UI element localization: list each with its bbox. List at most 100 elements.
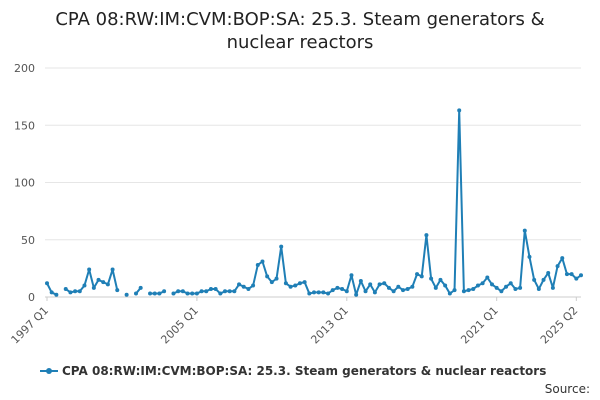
data-point [124, 292, 129, 297]
data-point [162, 289, 167, 294]
data-point [283, 281, 288, 286]
data-point [293, 283, 298, 288]
data-point [49, 290, 54, 295]
data-point [110, 267, 115, 272]
data-point [330, 288, 335, 293]
data-point [513, 286, 518, 291]
data-point [410, 284, 415, 289]
data-point [536, 286, 541, 291]
data-point [419, 274, 424, 279]
data-point [452, 288, 457, 293]
data-point [335, 285, 340, 290]
series-line [173, 109, 582, 296]
data-point [466, 288, 471, 293]
data-point [241, 284, 246, 289]
data-point [208, 286, 213, 291]
data-point [504, 284, 509, 289]
data-point [344, 289, 349, 294]
data-point [115, 288, 120, 293]
data-point [433, 285, 438, 290]
data-point [316, 290, 321, 295]
data-point [368, 282, 373, 287]
source-label: Source: [544, 382, 590, 396]
data-point [101, 280, 106, 285]
data-point [541, 277, 546, 282]
data-point [555, 264, 560, 269]
data-point [443, 283, 448, 288]
data-point [194, 291, 199, 296]
data-point [87, 267, 92, 272]
data-point [237, 282, 242, 287]
data-point [274, 276, 279, 281]
legend-dot [46, 368, 52, 374]
data-point [550, 285, 555, 290]
data-point [246, 286, 251, 291]
series-line [150, 290, 165, 295]
data-point [429, 276, 434, 281]
legend[interactable]: CPA 08:RW:IM:CVM:BOP:SA: 25.3. Steam gen… [40, 364, 546, 378]
data-point [527, 254, 532, 259]
y-tick-label-50: 50 [21, 234, 35, 247]
data-point [522, 228, 527, 233]
data-point [569, 272, 574, 277]
data-point [358, 278, 363, 283]
data-point [424, 233, 429, 238]
data-point [490, 282, 494, 287]
data-point [475, 283, 480, 288]
data-point [499, 289, 504, 294]
data-point [312, 290, 316, 295]
data-point [564, 272, 569, 277]
data-point [546, 270, 551, 275]
data-point [480, 281, 485, 286]
data-point [45, 281, 49, 286]
data-point [218, 291, 223, 296]
data-point [508, 281, 513, 286]
data-point [494, 285, 499, 290]
data-point [190, 291, 195, 296]
data-point [180, 289, 185, 294]
data-point [461, 289, 466, 294]
data-point [405, 286, 410, 291]
data-point [171, 291, 176, 296]
data-point [518, 285, 523, 290]
data-point [386, 285, 391, 290]
data-point [485, 275, 490, 280]
y-tick-label-150: 150 [14, 119, 35, 132]
data-point [415, 272, 420, 277]
data-point [63, 286, 68, 291]
data-point [354, 292, 359, 297]
data-point [340, 286, 345, 291]
y-tick-label-0: 0 [28, 291, 35, 304]
x-tick-label-2: 2013 Q1 [308, 304, 351, 347]
x-tick-label-4: 2025 Q2 [538, 304, 581, 347]
data-point [213, 286, 218, 291]
y-tick-label-200: 200 [14, 62, 35, 75]
data-point [269, 280, 274, 285]
data-point [138, 285, 143, 290]
data-point [457, 108, 462, 113]
data-point [134, 291, 138, 296]
data-point [185, 291, 190, 296]
data-point [152, 291, 157, 296]
x-tick-label-0: 1997 Q1 [9, 304, 52, 347]
chart-title: CPA 08:RW:IM:CVM:BOP:SA: 25.3. Steam gen… [0, 8, 600, 54]
data-point [279, 244, 284, 249]
data-point [82, 283, 87, 288]
data-point [96, 277, 101, 282]
data-point [363, 289, 368, 294]
x-tick-label-1: 2005 Q1 [158, 304, 201, 347]
data-point [91, 285, 96, 290]
data-point [204, 289, 209, 294]
data-point [447, 291, 452, 296]
data-point [255, 262, 260, 267]
data-point [574, 276, 579, 281]
data-point [199, 289, 204, 294]
x-tick-label-3: 2021 Q1 [458, 304, 501, 347]
legend-label: CPA 08:RW:IM:CVM:BOP:SA: 25.3. Steam gen… [62, 364, 547, 378]
data-point [391, 289, 396, 294]
data-point [401, 288, 405, 293]
data-point [396, 284, 401, 289]
y-tick-label-100: 100 [14, 177, 35, 190]
data-point [251, 283, 256, 288]
